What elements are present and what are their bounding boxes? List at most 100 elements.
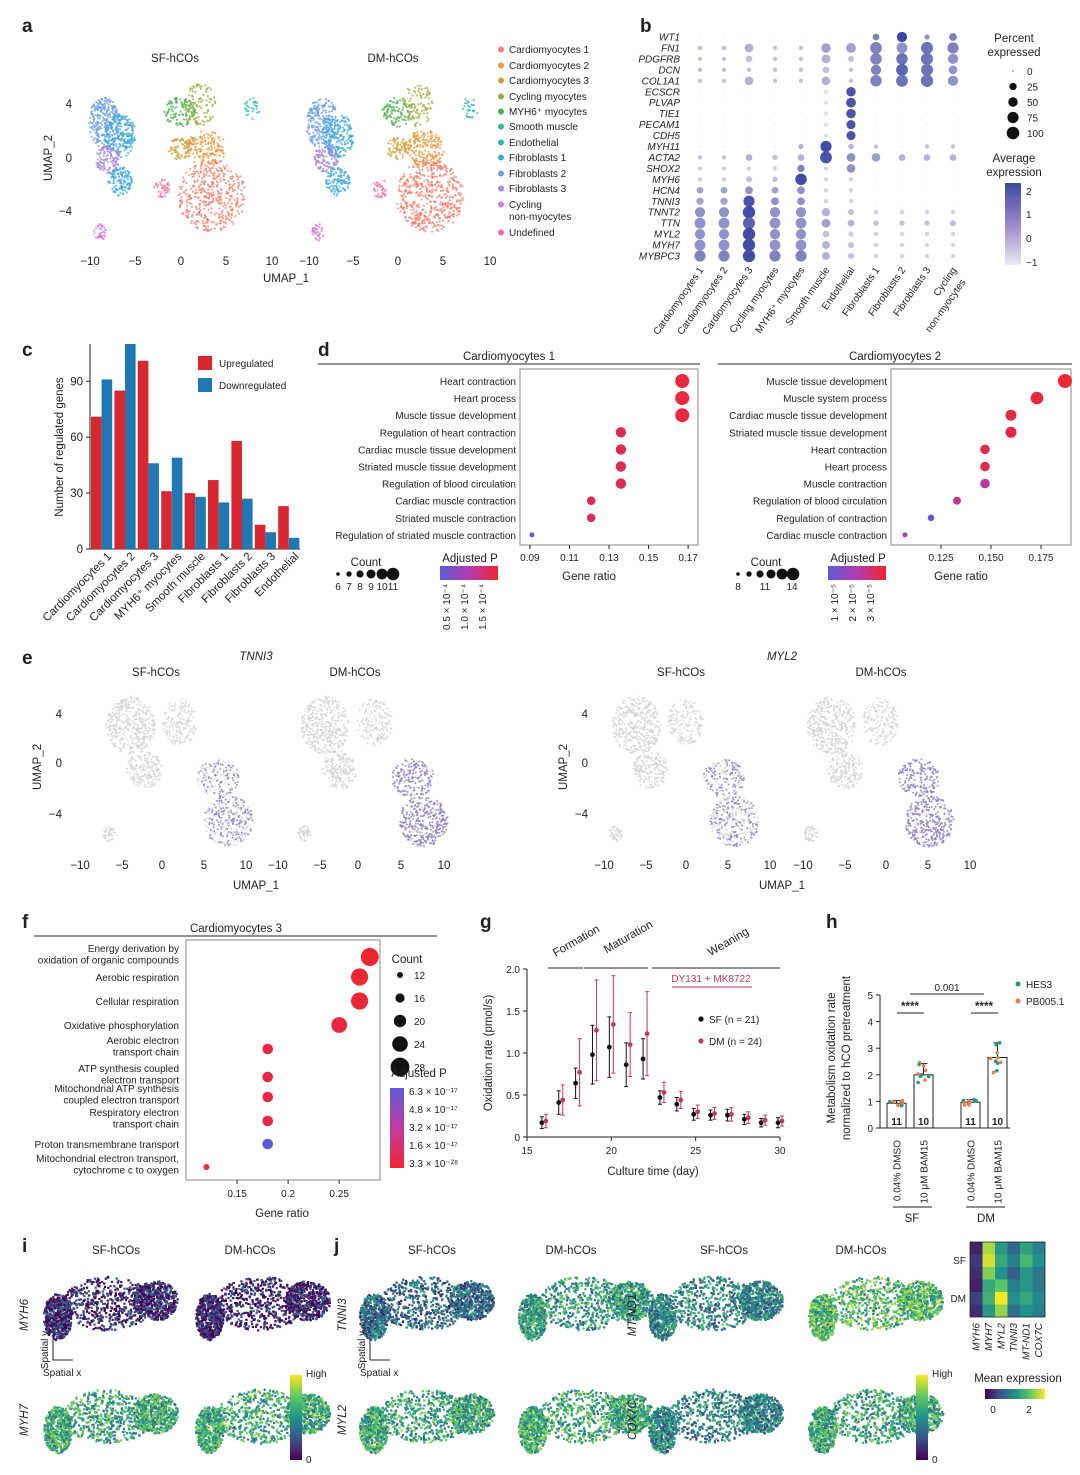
umap-point [448,184,451,187]
umap-point [228,219,231,222]
umap-point [317,239,320,242]
umap-point [419,187,422,191]
umap-point [383,194,386,197]
umap-point [122,134,125,137]
umap-point [199,100,202,103]
umap-point [316,105,319,109]
x-tick-label: 0.09 [520,553,540,564]
umap-point [96,102,99,105]
expr-dot [873,253,879,259]
umap-point [220,229,223,232]
umap-point [93,125,96,128]
umap-point [103,234,106,237]
umap-point [186,101,189,104]
umap-point [413,146,416,149]
umap-point [418,154,421,157]
x-tick-label: 0.13 [599,553,619,564]
umap-point [311,227,314,230]
umap-point [308,108,312,111]
umap-point [404,188,407,191]
expr-dot [742,206,756,219]
umap-point [194,90,197,93]
umap-point [176,151,179,154]
feature-point [117,747,120,749]
feature-point [219,774,222,777]
feature-point [192,716,195,719]
umap-point [190,135,193,138]
umap-point [129,149,132,152]
feature-point [174,704,177,707]
feature-point [194,730,197,733]
umap-point [179,110,182,113]
umap-point [451,177,455,181]
umap-point [415,116,418,119]
umap-point [435,196,438,199]
feature-point [138,768,141,770]
feature-point [215,827,218,830]
umap-point [466,108,469,111]
gene-label: PECAM1 [639,120,680,131]
feature-point [146,786,149,788]
umap-point [388,147,391,150]
umap-point [188,201,191,204]
umap-point [332,130,335,133]
umap-point [342,148,345,152]
umap-point [112,179,115,182]
umap-point [439,203,442,206]
umap-point [112,104,115,107]
expr-dot [699,124,701,126]
umap-point [219,180,222,183]
umap-point [412,177,415,180]
feature-point [121,713,124,716]
umap-point [209,98,213,101]
feature-point [200,780,203,783]
feature-point [189,730,192,733]
feature-point [213,789,216,792]
percent-title-1: Percent [994,33,1034,45]
feature-point [202,784,205,787]
umap-xtick: −10 [299,256,319,268]
umap-point [220,198,223,201]
umap-point [402,206,405,209]
umap-point [319,117,322,120]
umap-point [190,111,193,114]
umap-point [430,134,433,137]
umap-point [415,204,418,207]
umap-point [178,113,181,116]
umap-point [401,156,404,159]
count-legend-dot [386,567,400,581]
umap-point [118,187,121,190]
umap-point [389,116,392,119]
umap-point [193,102,196,105]
umap-point [232,222,235,225]
feature-point [173,709,176,712]
umap-point [322,155,325,158]
umap-point [430,167,433,170]
feature-point [222,788,225,791]
umap-point [395,146,398,150]
expr-dot [694,207,706,218]
feature-point [137,784,140,787]
umap-point [330,189,333,192]
umap-point [220,150,223,153]
umap-point [107,127,110,130]
umap-point [221,171,224,174]
umap-point [398,151,401,154]
umap-point [424,215,427,218]
umap-point [346,142,349,145]
expr-dot [846,87,856,97]
umap-point [420,88,423,91]
umap-point [199,164,202,167]
feature-point [122,704,124,707]
umap-point [200,215,203,218]
umap-point [181,112,184,115]
gene-label: ACTA2 [648,153,681,164]
bar [184,493,196,549]
go-dot [615,478,627,489]
umap-point [171,105,174,108]
umap-point [333,153,336,156]
feature-point [138,738,141,741]
umap-point [415,160,418,163]
expr-dot [742,238,756,252]
